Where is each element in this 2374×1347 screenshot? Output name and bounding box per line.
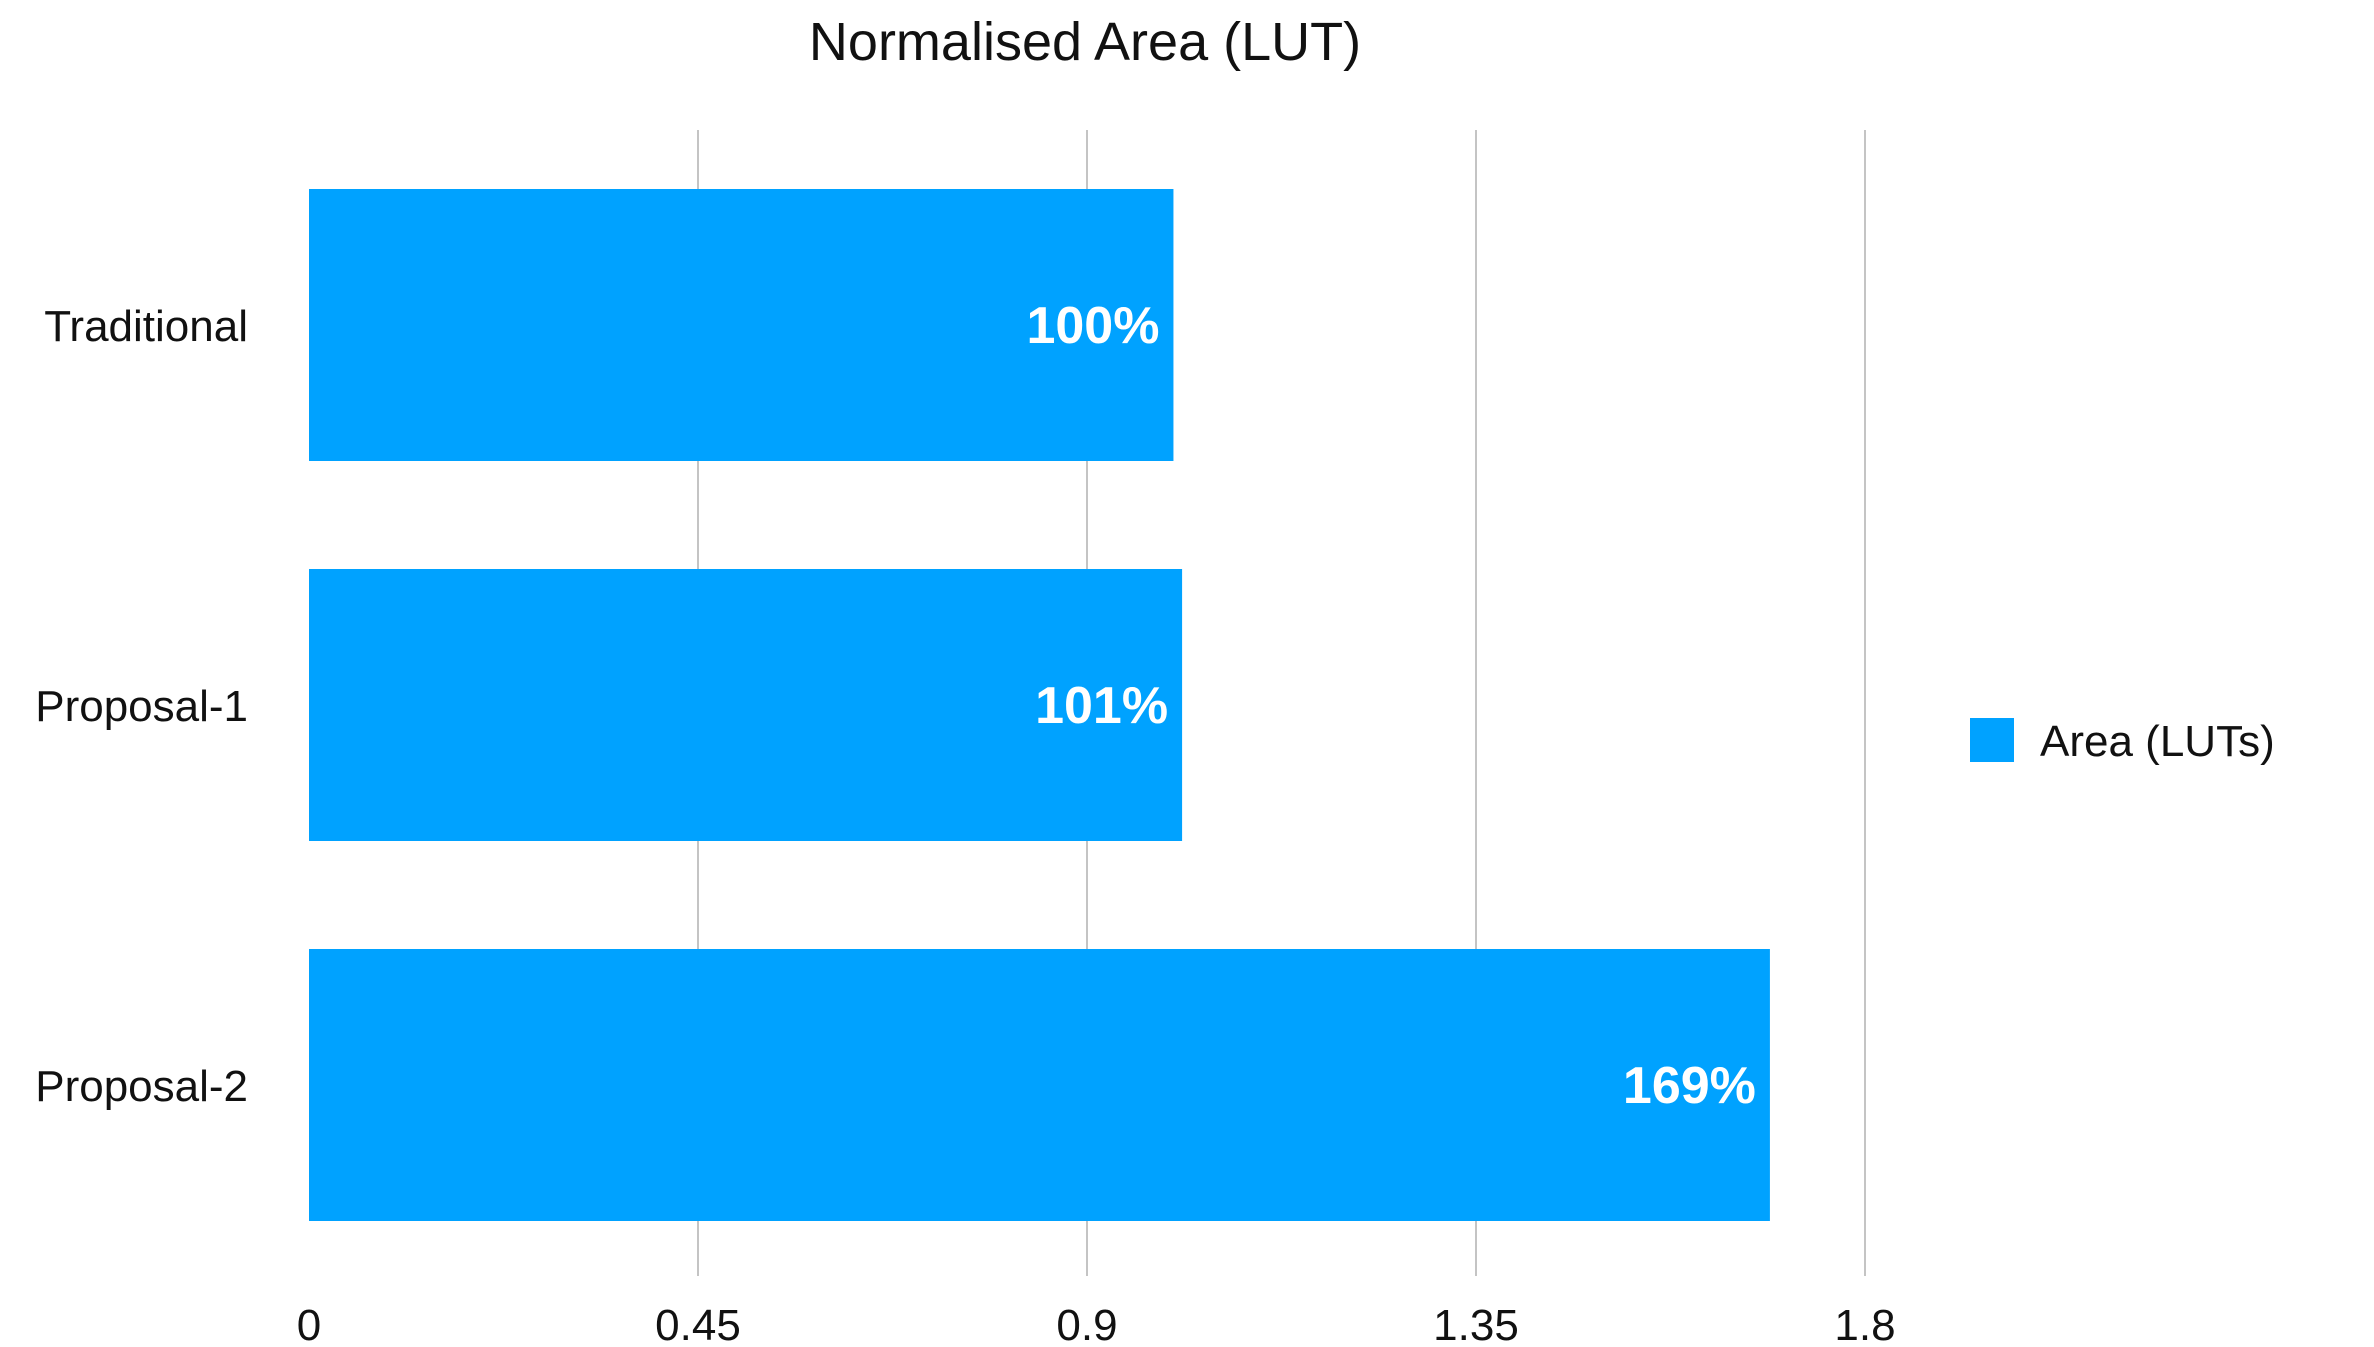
x-tick-label: 0 (297, 1301, 321, 1347)
category-label: Traditional (44, 302, 248, 351)
bar-value-label: 169% (1623, 1057, 1756, 1115)
category-label: Proposal-1 (35, 682, 248, 731)
bars: 100% 101% 169% (309, 189, 1770, 1221)
x-tick-label: 1.8 (1834, 1301, 1895, 1347)
legend: Area (LUTs) (1970, 717, 2275, 766)
bar-value-label: 100% (1026, 297, 1159, 355)
category-label: Proposal-2 (35, 1062, 248, 1111)
x-tick-label: 1.35 (1433, 1301, 1519, 1347)
x-tick-label: 0.45 (655, 1301, 741, 1347)
legend-label: Area (LUTs) (2040, 717, 2275, 766)
bar (309, 949, 1770, 1221)
bar-value-label: 101% (1035, 677, 1168, 735)
chart-title: Normalised Area (LUT) (809, 12, 1361, 72)
x-tick-label: 0.9 (1056, 1301, 1117, 1347)
bar (309, 569, 1183, 841)
bar (309, 189, 1174, 461)
category-labels: Traditional Proposal-1 Proposal-2 (35, 302, 248, 1111)
legend-swatch (1970, 718, 2014, 762)
x-tick-labels: 0 0.45 0.9 1.35 1.8 (297, 1301, 1896, 1347)
